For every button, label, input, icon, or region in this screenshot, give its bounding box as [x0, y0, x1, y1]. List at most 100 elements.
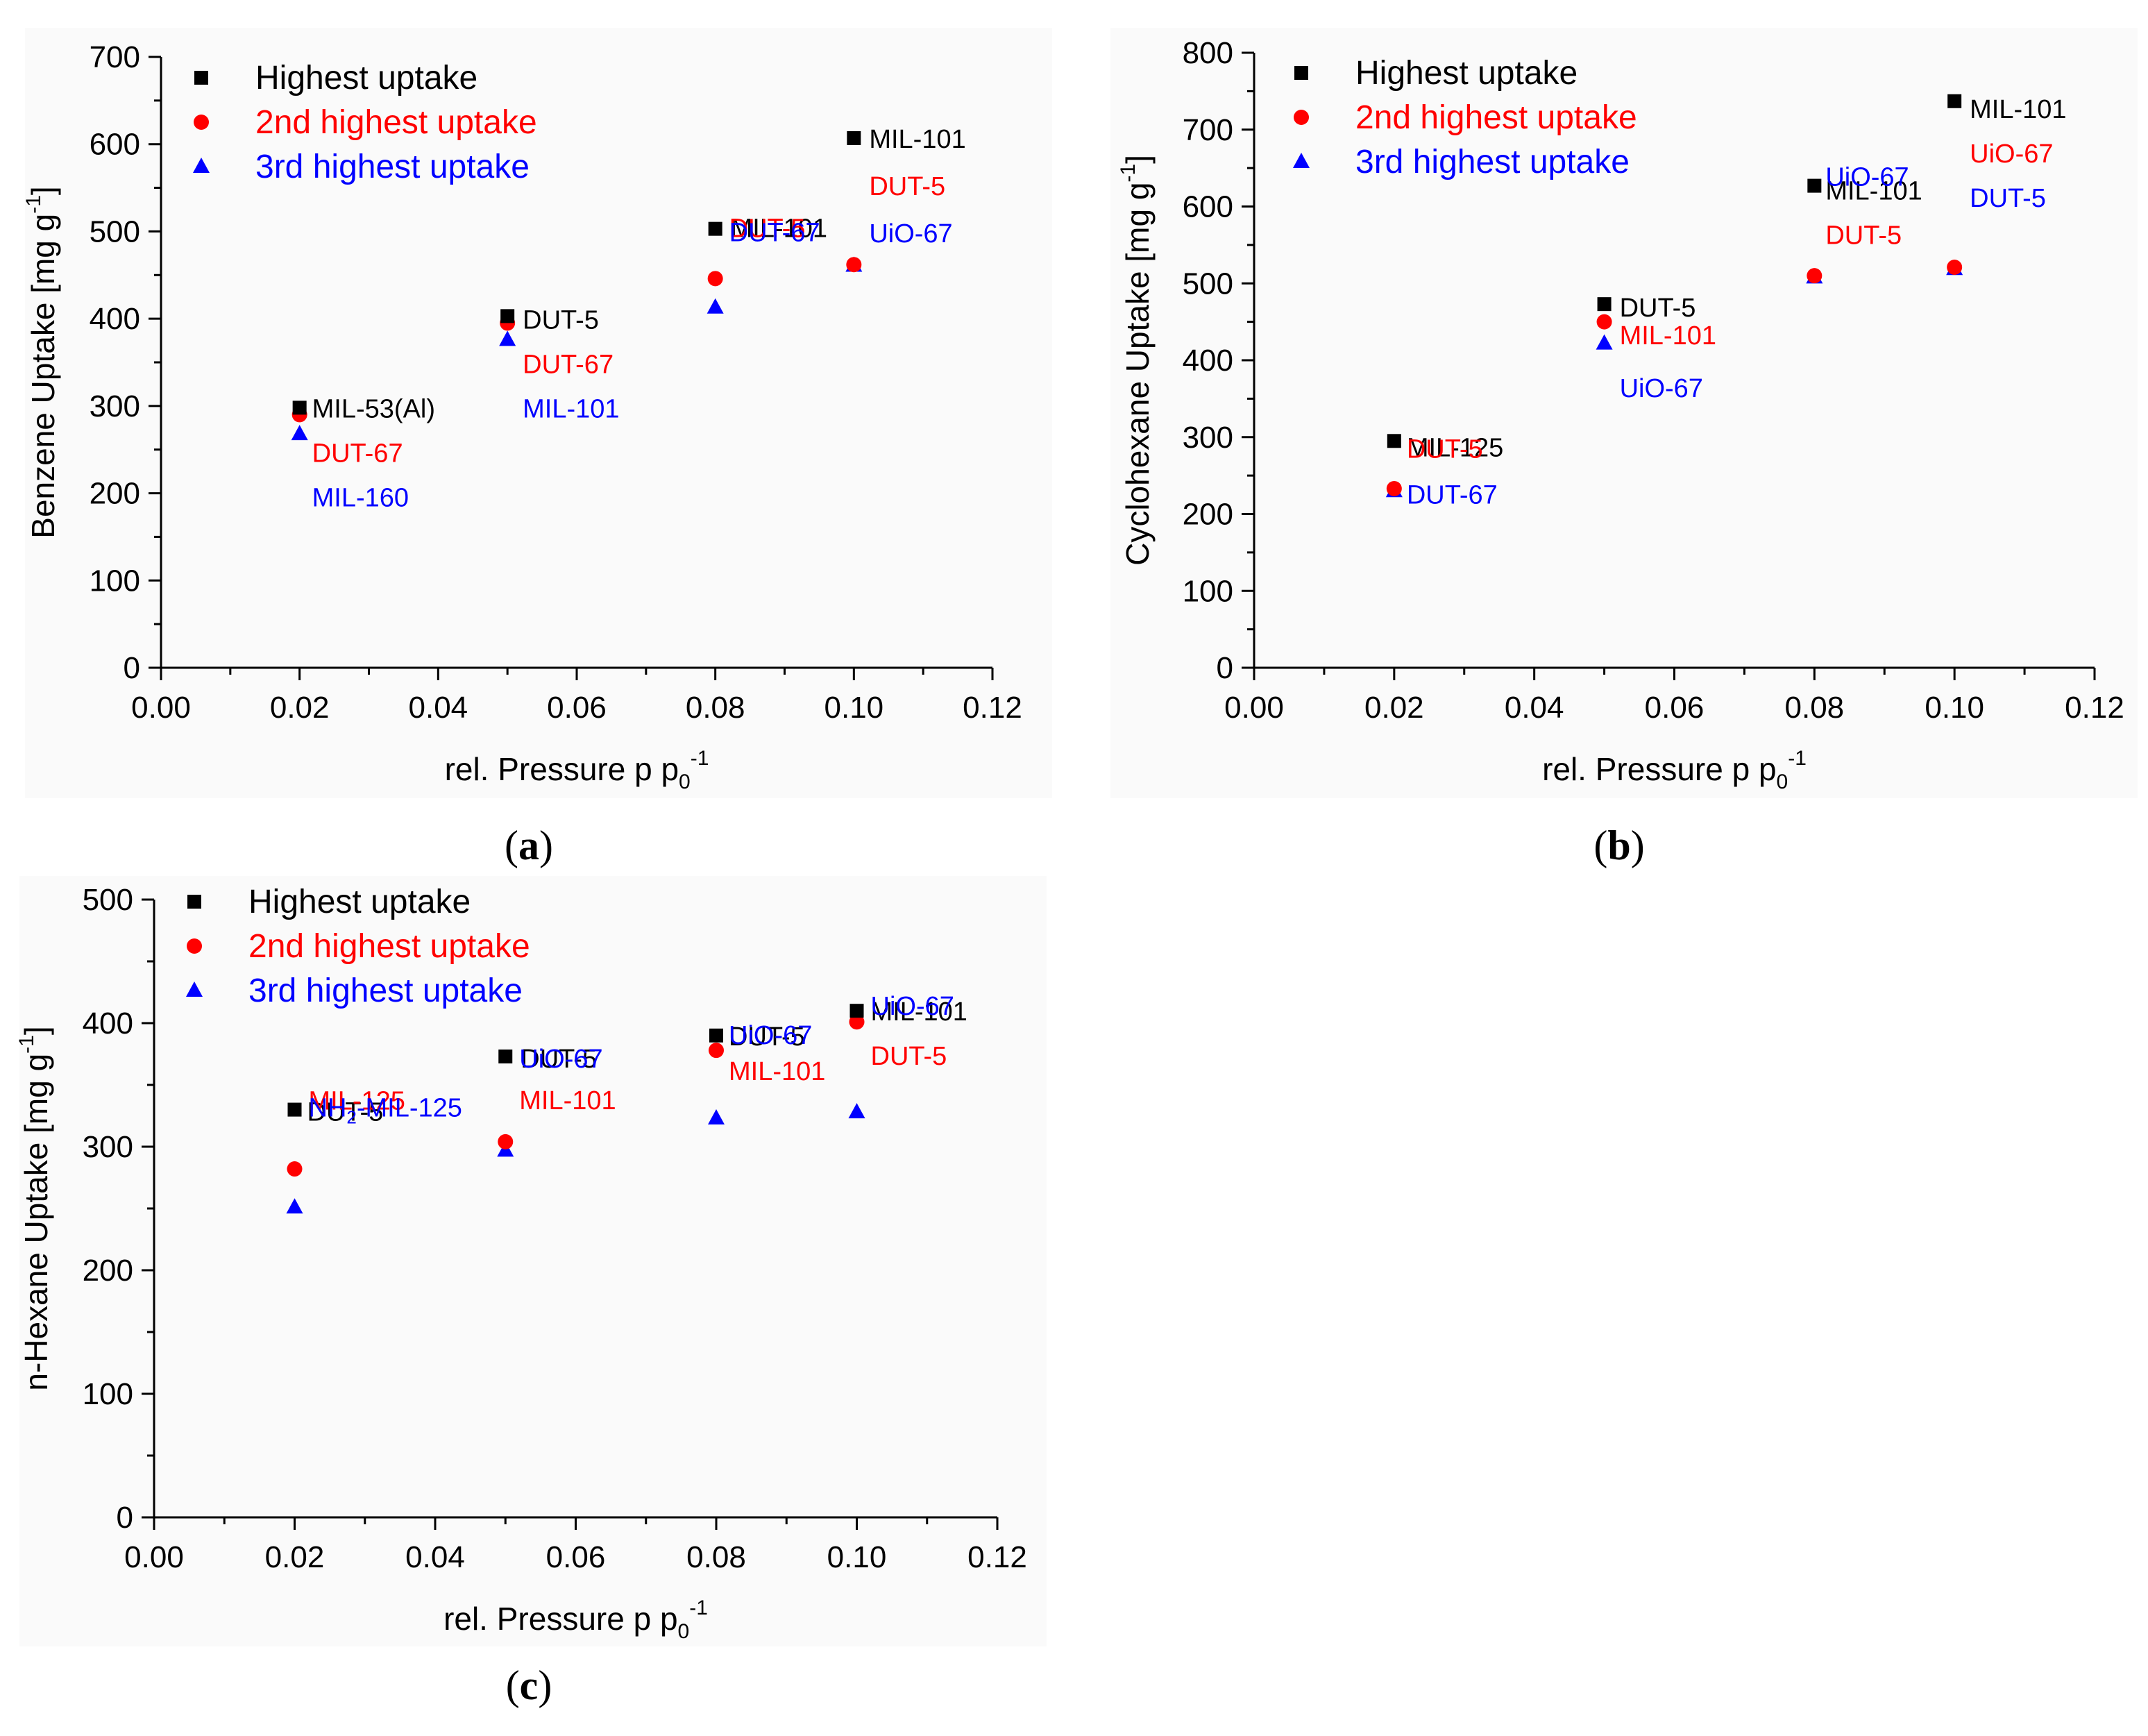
x-tick-label: 0.06 — [547, 691, 607, 725]
series-1 — [292, 130, 861, 415]
point-label: DUT-67 — [312, 439, 403, 468]
square-marker — [708, 221, 722, 236]
x-axis-title-superscript: -1 — [1788, 747, 1807, 770]
x-tick-label: 0.04 — [409, 691, 468, 725]
y-tick-label: 700 — [1183, 113, 1233, 147]
square-marker — [292, 401, 307, 415]
point-label-text: MIL-101 — [519, 1086, 616, 1115]
triangle-marker — [193, 158, 210, 173]
point-label-text: UiO-67 — [519, 1045, 602, 1074]
y-axis-title-main: Benzene Uptake [mg g — [25, 214, 61, 539]
point-label-rest: -MIL-125 — [357, 1094, 462, 1123]
point-label-text: DUT-67 — [1407, 480, 1498, 509]
point-label: NH2-MIL-125 — [309, 1094, 462, 1128]
y-axis-title-end: ] — [25, 186, 61, 195]
y-tick-label: 600 — [90, 128, 140, 162]
x-tick-label: 0.10 — [824, 691, 884, 725]
circle-marker — [709, 1043, 724, 1059]
circle-marker — [1807, 268, 1823, 284]
series-1 — [1387, 94, 1962, 448]
point-label: MIL-101 — [871, 997, 967, 1027]
point-label-text: DUT-5 — [307, 1098, 384, 1127]
point-label: DUT-67 — [523, 350, 614, 379]
y-tick-label: 0 — [1217, 651, 1233, 685]
triangle-marker — [707, 298, 724, 314]
point-label-text: MIL-160 — [312, 483, 409, 512]
square-marker — [500, 309, 515, 323]
square-marker — [1947, 94, 1962, 108]
x-tick-label: 0.02 — [270, 691, 330, 725]
x-tick-label: 0.12 — [963, 691, 1022, 725]
y-tick-label: 200 — [1183, 498, 1233, 532]
square-marker — [287, 1102, 302, 1117]
point-label: MIL-101 — [523, 394, 619, 423]
point-label: DUT-5 — [1407, 435, 1483, 464]
point-label-text: MIL-101 — [523, 394, 619, 423]
y-tick-label: 500 — [90, 214, 140, 248]
square-marker — [1597, 297, 1612, 312]
point-label: UiO-67 — [519, 1045, 602, 1074]
point-label: UiO-67 — [869, 219, 952, 248]
point-label: DUT-5 — [1970, 184, 2046, 213]
series-2 — [1386, 259, 1963, 496]
x-tick-label: 0.00 — [131, 691, 191, 725]
square-marker — [1807, 178, 1822, 193]
panel-caption: (a) — [505, 823, 553, 868]
point-label-text: DUT-5 — [523, 305, 599, 335]
x-tick-label: 0.10 — [1925, 691, 1984, 725]
x-tick-label: 0.04 — [405, 1540, 465, 1574]
x-axis-title-main: rel. Pressure p p — [445, 751, 679, 787]
legend-label: Highest uptake — [255, 60, 477, 96]
caption-letter: a — [518, 823, 539, 868]
square-marker — [187, 895, 201, 909]
point-label: UiO-67 — [729, 1021, 812, 1050]
y-axis-title: Benzene Uptake [mg g-1] — [22, 186, 61, 538]
circle-marker — [1386, 480, 1402, 496]
legend-label: 2nd highest uptake — [1355, 99, 1637, 136]
y-tick-label: 200 — [83, 1254, 133, 1288]
square-marker — [847, 130, 861, 145]
point-label: MIL-101 — [869, 125, 965, 154]
point-label: MIL-125 — [1407, 433, 1503, 462]
triangle-marker — [1596, 334, 1613, 350]
point-label: UiO-67 — [1825, 163, 1909, 192]
point-label-text: MIL-101 — [731, 214, 827, 244]
chart-panel-c: 0.00 0.02 0.04 0.06 0.08 0.10 0.12 0 100 200 300 40… — [15, 883, 1027, 1708]
point-label-text: MIL-53(Al) — [312, 394, 435, 423]
x-tick-label: 0.00 — [124, 1540, 184, 1574]
y-tick-label: 400 — [83, 1006, 133, 1040]
chart-panel-b: 0.00 0.02 0.04 0.06 0.08 0.10 0.12 0 100 200 300 40… — [1117, 36, 2124, 868]
x-axis-title-subscript: 0 — [1777, 770, 1788, 793]
legend-label: 2nd highest uptake — [248, 928, 530, 965]
point-label-text: UiO-67 — [729, 1021, 812, 1050]
point-label-text: UiO-67 — [869, 219, 952, 248]
point-label: MIL-101 — [1970, 95, 2066, 124]
series-1 — [287, 1004, 864, 1117]
point-label: MIL-101 — [519, 1086, 616, 1115]
caption-close-paren: ) — [1631, 823, 1645, 868]
y-axis-title: Cyclohexane Uptake [mg g-1] — [1117, 155, 1156, 566]
point-label: MIL-125 — [309, 1087, 405, 1116]
x-tick-label: 0.02 — [1364, 691, 1424, 725]
square-marker — [849, 1004, 864, 1018]
x-axis-title-subscript: 0 — [679, 770, 691, 793]
x-tick-label: 0.04 — [1505, 691, 1564, 725]
panel-caption: (c) — [506, 1662, 552, 1708]
y-tick-label: 0 — [117, 1501, 133, 1535]
point-label-text: DUT-5 — [871, 1042, 947, 1071]
caption-open-paren: ( — [1593, 823, 1607, 868]
x-tick-label: 0.10 — [827, 1540, 887, 1574]
x-tick-label: 0.12 — [2065, 691, 2124, 725]
point-label-text: UiO-67 — [1970, 140, 2053, 169]
circle-marker — [287, 1161, 303, 1177]
point-label-text: NH — [309, 1094, 347, 1123]
chart-panel-a: 0.00 0.02 0.04 0.06 0.08 0.10 0.12 0 100 200 300 40… — [22, 40, 1022, 868]
point-label: DUT-5 — [307, 1098, 384, 1127]
x-tick-label: 0.08 — [1785, 691, 1845, 725]
point-label-text: MIL-101 — [1970, 95, 2066, 124]
point-label: DUT-5 — [871, 1042, 947, 1071]
caption-close-paren: ) — [539, 823, 553, 868]
point-label-text: DUT-5 — [1620, 294, 1696, 323]
point-label: DUT-5 — [729, 1022, 805, 1052]
point-label-text: UiO-67 — [871, 992, 954, 1021]
